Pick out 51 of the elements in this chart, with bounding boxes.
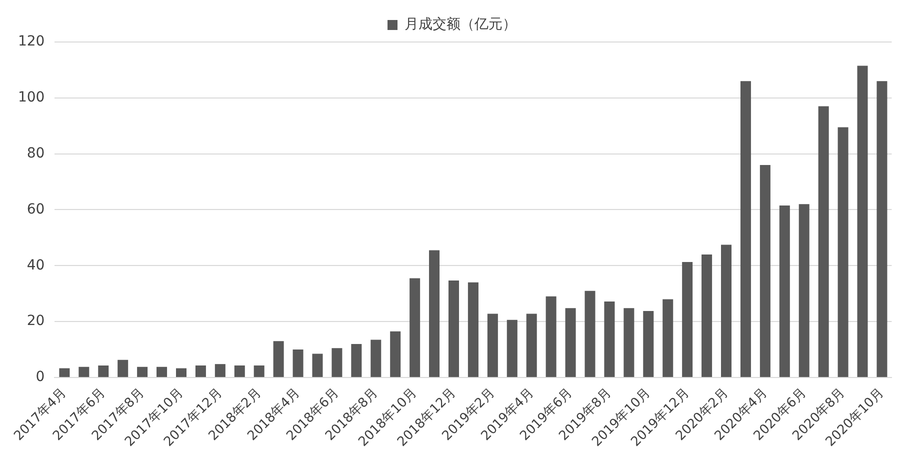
bar [332,348,342,377]
bar [584,290,596,377]
bar [195,365,206,377]
bar [98,365,109,377]
bar [662,299,674,377]
bar [390,331,401,377]
bar [254,365,264,377]
bar [857,66,868,377]
bar [760,165,770,377]
bar [624,308,634,377]
bar [682,262,693,377]
y-tick-label: 20 [26,313,45,330]
bar [156,366,168,377]
bar [78,366,90,377]
bar [643,310,654,377]
bar [59,368,70,377]
bar [798,204,810,377]
bar [740,81,751,377]
bar [429,250,440,377]
bar [176,368,186,377]
bar [273,341,284,377]
bar [410,278,420,377]
y-tick-label: 120 [18,34,45,50]
bar [448,280,460,377]
bar [702,254,712,377]
bar [234,365,245,377]
bar [137,366,148,377]
y-tick-label: 0 [36,369,45,386]
bar [506,320,518,377]
bar [370,340,382,377]
legend-label: 月成交额（亿元） [404,16,516,33]
bar [487,314,498,377]
bar [118,360,128,377]
bar [604,301,615,377]
bar [351,344,362,377]
bar [526,314,537,377]
bar [312,354,323,377]
bar [292,350,304,377]
y-tick-label: 40 [26,257,45,274]
bar [565,308,576,377]
bar [214,364,226,377]
bar [468,282,478,377]
bar [838,127,848,377]
bar [546,296,556,377]
y-tick-label: 100 [18,90,45,106]
y-tick-label: 60 [26,201,45,218]
bar [779,206,790,377]
bar [720,244,732,377]
bar [876,81,888,377]
y-tick-label: 80 [26,145,45,162]
bar [818,106,829,377]
